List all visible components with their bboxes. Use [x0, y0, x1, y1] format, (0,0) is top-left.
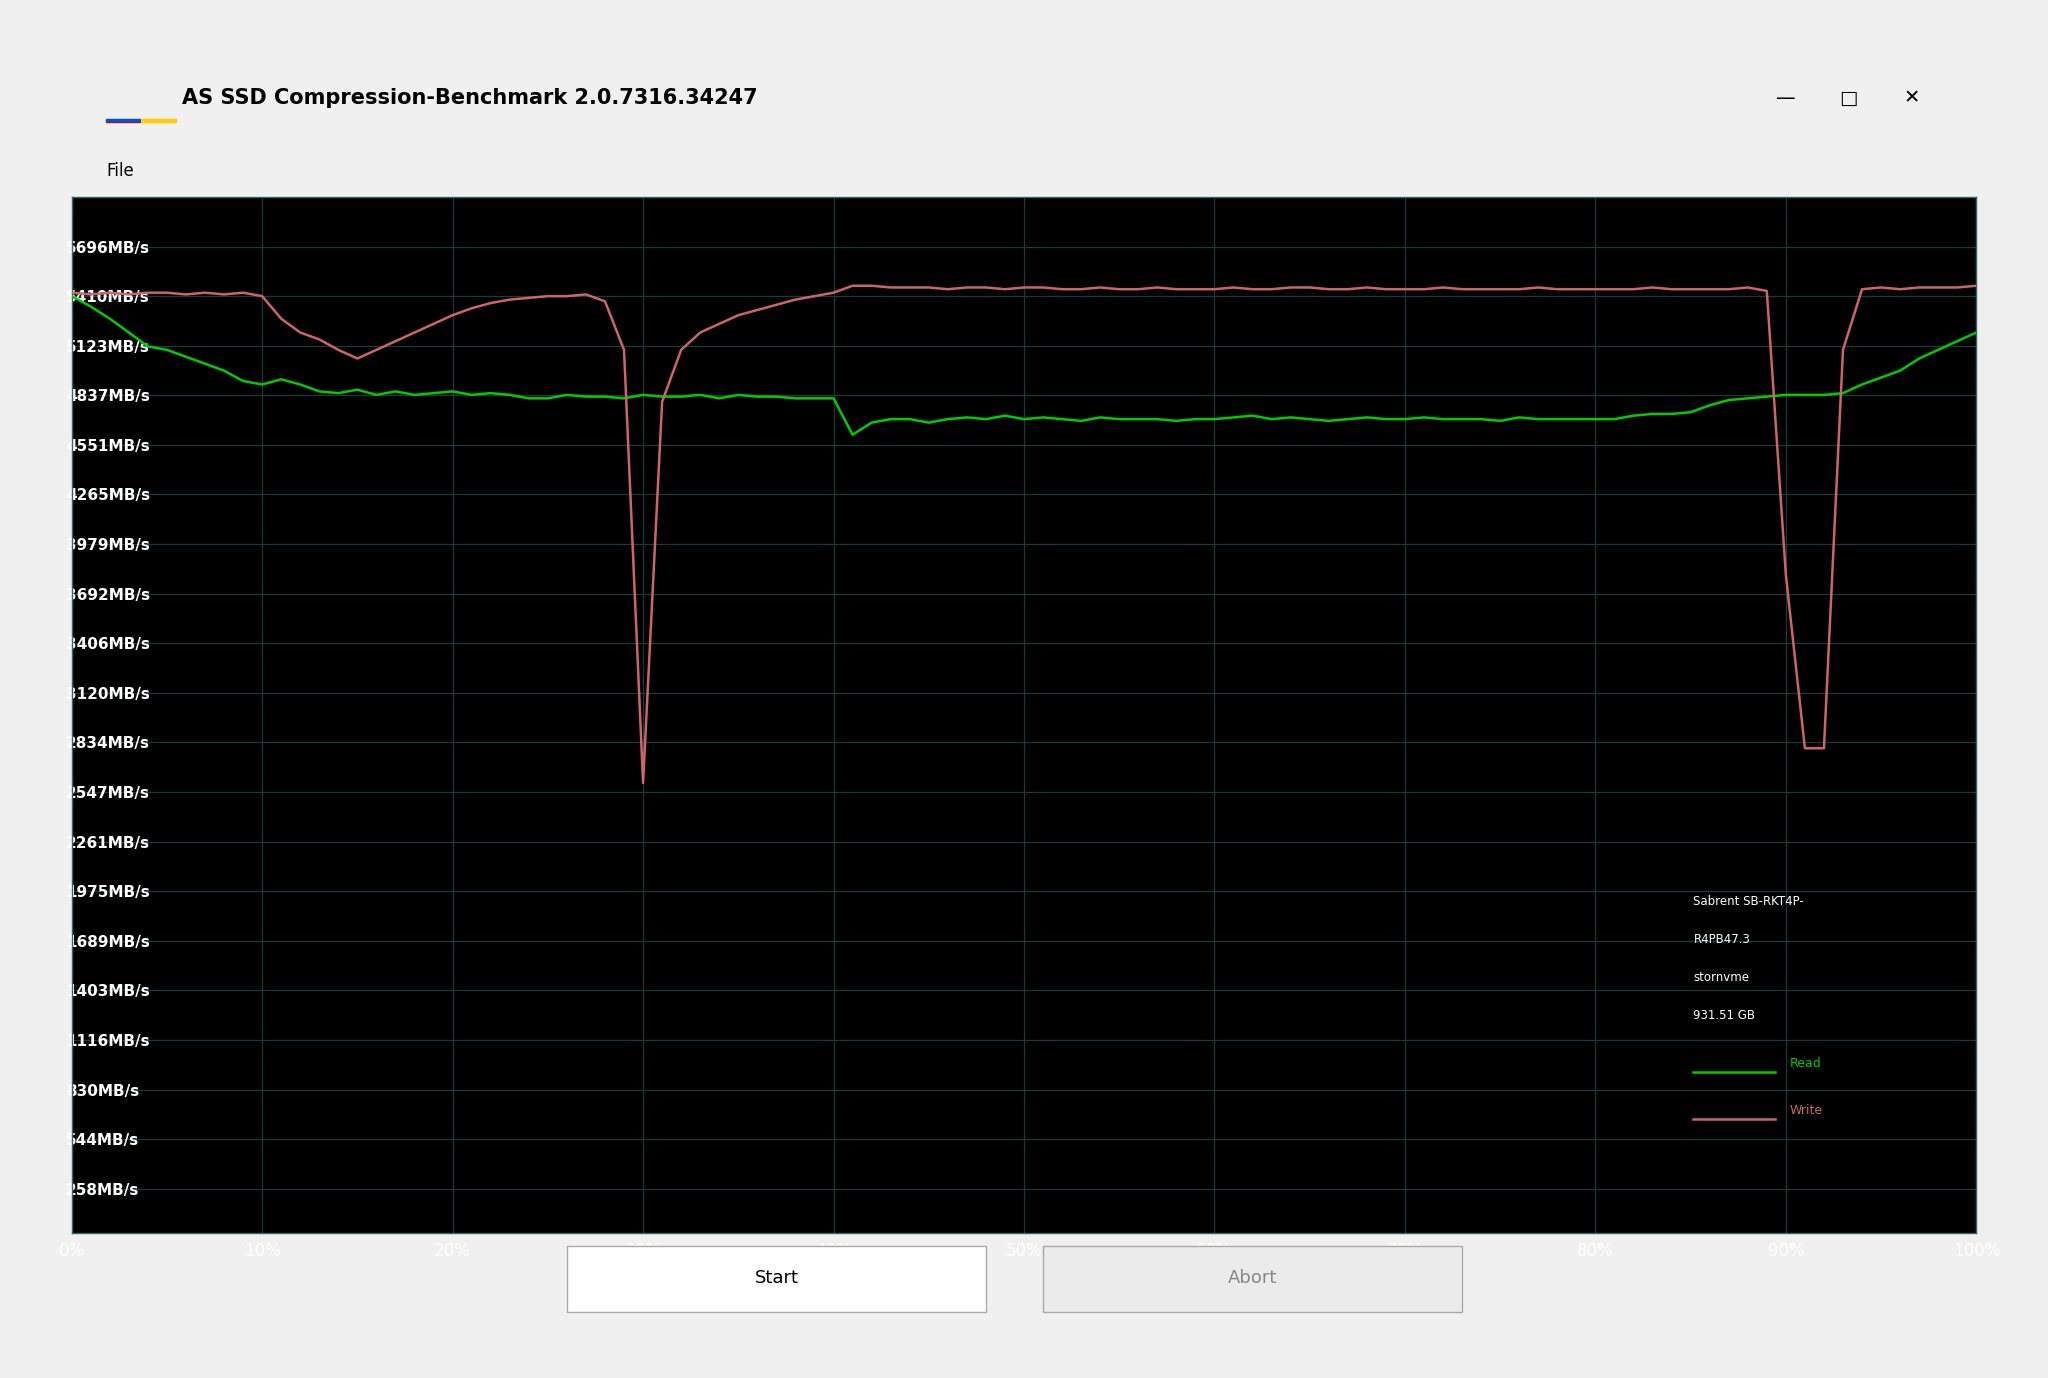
Text: stornvme: stornvme — [1694, 971, 1749, 984]
Text: □: □ — [1839, 88, 1858, 107]
Text: ✕: ✕ — [1903, 88, 1919, 107]
Bar — [106, 121, 139, 123]
Text: Write: Write — [1790, 1104, 1823, 1116]
Text: Abort: Abort — [1229, 1269, 1278, 1287]
Text: R4PB47.3: R4PB47.3 — [1694, 933, 1751, 947]
Text: 931.51 GB: 931.51 GB — [1694, 1009, 1755, 1021]
Bar — [141, 119, 176, 121]
FancyBboxPatch shape — [1042, 1247, 1462, 1312]
Text: Read: Read — [1790, 1057, 1823, 1071]
Text: AS SSD Compression-Benchmark 2.0.7316.34247: AS SSD Compression-Benchmark 2.0.7316.34… — [182, 88, 758, 107]
Text: Sabrent SB-RKT4P-: Sabrent SB-RKT4P- — [1694, 896, 1804, 908]
Text: File: File — [106, 161, 133, 181]
FancyBboxPatch shape — [567, 1247, 985, 1312]
Text: Start: Start — [754, 1269, 799, 1287]
Bar — [106, 119, 139, 121]
Text: —: — — [1776, 88, 1796, 107]
Bar — [141, 121, 176, 123]
